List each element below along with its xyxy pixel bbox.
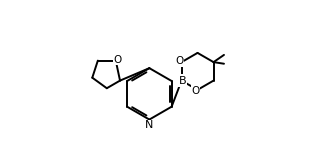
Text: B: B: [178, 76, 186, 86]
Text: O: O: [114, 55, 122, 65]
Text: O: O: [176, 56, 184, 66]
Text: O: O: [191, 86, 200, 96]
Text: N: N: [145, 120, 154, 130]
